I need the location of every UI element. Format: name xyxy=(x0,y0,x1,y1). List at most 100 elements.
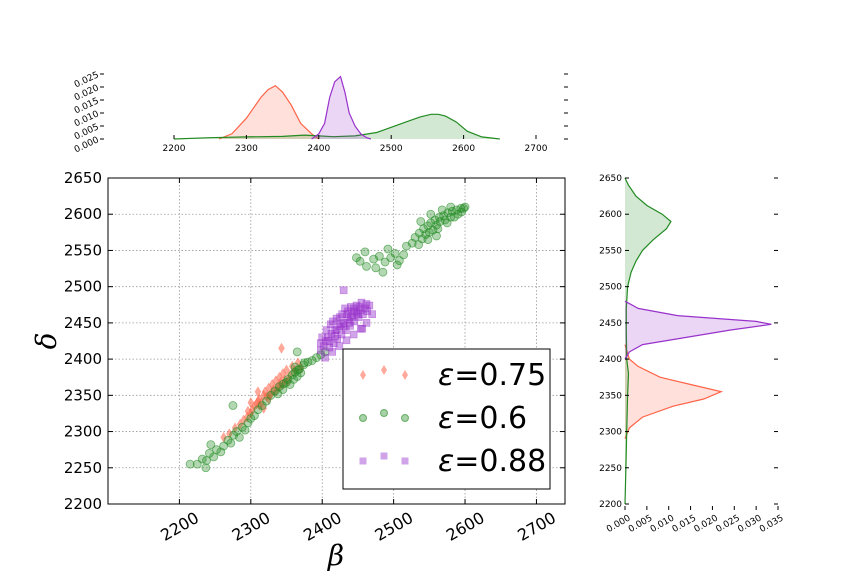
right-x-tick-label: 0.000 xyxy=(605,513,633,535)
data-point xyxy=(209,452,219,462)
data-point xyxy=(392,260,402,270)
density-fill xyxy=(311,76,371,139)
density-line xyxy=(624,300,772,360)
main-plot-frame xyxy=(107,177,566,505)
legend-marker xyxy=(359,414,367,422)
data-point xyxy=(282,377,291,387)
data-point xyxy=(283,364,290,376)
data-point xyxy=(426,209,436,219)
y-tick-label: 2350 xyxy=(64,386,102,404)
data-point xyxy=(335,342,344,350)
data-point xyxy=(349,330,358,339)
data-point xyxy=(293,365,303,375)
y-tick-label: 2500 xyxy=(64,278,102,296)
right-x-tick-label: 0.020 xyxy=(693,513,721,535)
data-point xyxy=(407,238,417,248)
legend-entry: ε=0.75 xyxy=(360,358,546,393)
data-point xyxy=(202,456,211,465)
legend-marker xyxy=(402,370,408,380)
data-point xyxy=(378,267,388,277)
density-fill xyxy=(174,114,500,139)
right-y-tick-label: 2400 xyxy=(599,355,622,365)
data-point xyxy=(394,256,404,265)
data-point xyxy=(346,313,355,321)
legend-marker xyxy=(380,409,388,417)
legend-marker xyxy=(380,452,388,460)
legend-marker xyxy=(360,370,366,380)
data-point xyxy=(243,418,253,428)
data-point xyxy=(262,396,271,406)
y-tick-label: 2650 xyxy=(64,169,102,187)
data-point xyxy=(234,432,244,442)
data-point xyxy=(442,218,452,228)
data-point xyxy=(338,310,347,318)
data-point xyxy=(345,319,354,327)
data-point xyxy=(331,332,339,340)
data-point xyxy=(358,324,367,333)
right-y-tick-label: 2250 xyxy=(599,464,622,474)
x-tick-label: 2500 xyxy=(371,508,416,545)
data-point xyxy=(312,353,321,363)
legend-equals: = xyxy=(454,358,479,393)
legend-marker xyxy=(401,457,409,465)
data-point xyxy=(349,304,358,313)
top-x-tick-label: 2500 xyxy=(380,144,403,154)
data-point xyxy=(316,350,326,360)
right-y-tick-label: 2200 xyxy=(599,500,622,510)
data-point xyxy=(414,240,424,250)
data-point xyxy=(319,342,328,350)
right-x-tick-label: 0.035 xyxy=(758,513,785,535)
y-tick-label: 2550 xyxy=(64,241,102,259)
density-line xyxy=(624,344,724,440)
density-fill xyxy=(625,344,722,439)
data-point xyxy=(336,313,344,321)
main-data-points xyxy=(185,202,470,473)
y-tick-label: 2300 xyxy=(64,423,102,441)
legend-entries: ε=0.75ε=0.6ε=0.88 xyxy=(359,358,546,479)
y-axis-label: δ xyxy=(30,333,63,350)
data-point xyxy=(328,348,337,356)
x-tick-label: 2300 xyxy=(229,508,274,545)
legend-equals: = xyxy=(454,444,479,479)
data-point xyxy=(339,286,348,295)
data-point xyxy=(383,244,393,254)
y-tick-label: 2400 xyxy=(64,350,102,368)
right-y-tick-label: 2500 xyxy=(599,283,622,293)
data-point xyxy=(206,440,216,449)
right-marginal-densities xyxy=(624,177,772,505)
data-point xyxy=(329,317,337,326)
data-point xyxy=(362,300,371,308)
data-point xyxy=(247,397,255,409)
data-point xyxy=(201,463,211,473)
data-point xyxy=(278,342,285,354)
data-point xyxy=(316,339,325,347)
data-point xyxy=(336,320,345,329)
data-point xyxy=(371,263,381,273)
data-point xyxy=(226,438,236,448)
right-y-tick-label: 2350 xyxy=(599,391,622,401)
right-marginal-panel: 2200 2250 2300 2350 2400 2450 2500 2550 2600 2650… xyxy=(599,174,785,535)
top-marginal-panel: 2200 2300 2400 2500 2600 27000.0000.0050.0100… xyxy=(73,70,568,155)
legend-epsilon-symbol: ε xyxy=(438,358,454,393)
legend: ε=0.75ε=0.6ε=0.88 xyxy=(342,348,551,490)
data-point xyxy=(432,231,441,241)
legend-epsilon-symbol: ε xyxy=(438,444,454,479)
top-x-tick-label: 2200 xyxy=(163,144,186,154)
data-point xyxy=(446,202,456,212)
top-x-tick-label: 2600 xyxy=(452,144,475,154)
data-point xyxy=(365,301,374,310)
top-marginal-densities xyxy=(173,75,500,140)
data-point xyxy=(342,336,351,345)
data-point xyxy=(449,212,459,222)
y-tick-label: 2200 xyxy=(64,495,102,513)
data-point xyxy=(326,320,335,329)
data-point xyxy=(344,307,352,316)
y-tick-label: 2600 xyxy=(64,205,102,223)
data-point xyxy=(437,205,447,215)
top-x-tick-label: 2300 xyxy=(235,144,258,154)
right-y-tick-label: 2450 xyxy=(599,319,622,329)
legend-epsilon-symbol: ε xyxy=(438,401,454,436)
legend-marker xyxy=(381,365,387,375)
x-tick-label: 2200 xyxy=(157,508,202,545)
